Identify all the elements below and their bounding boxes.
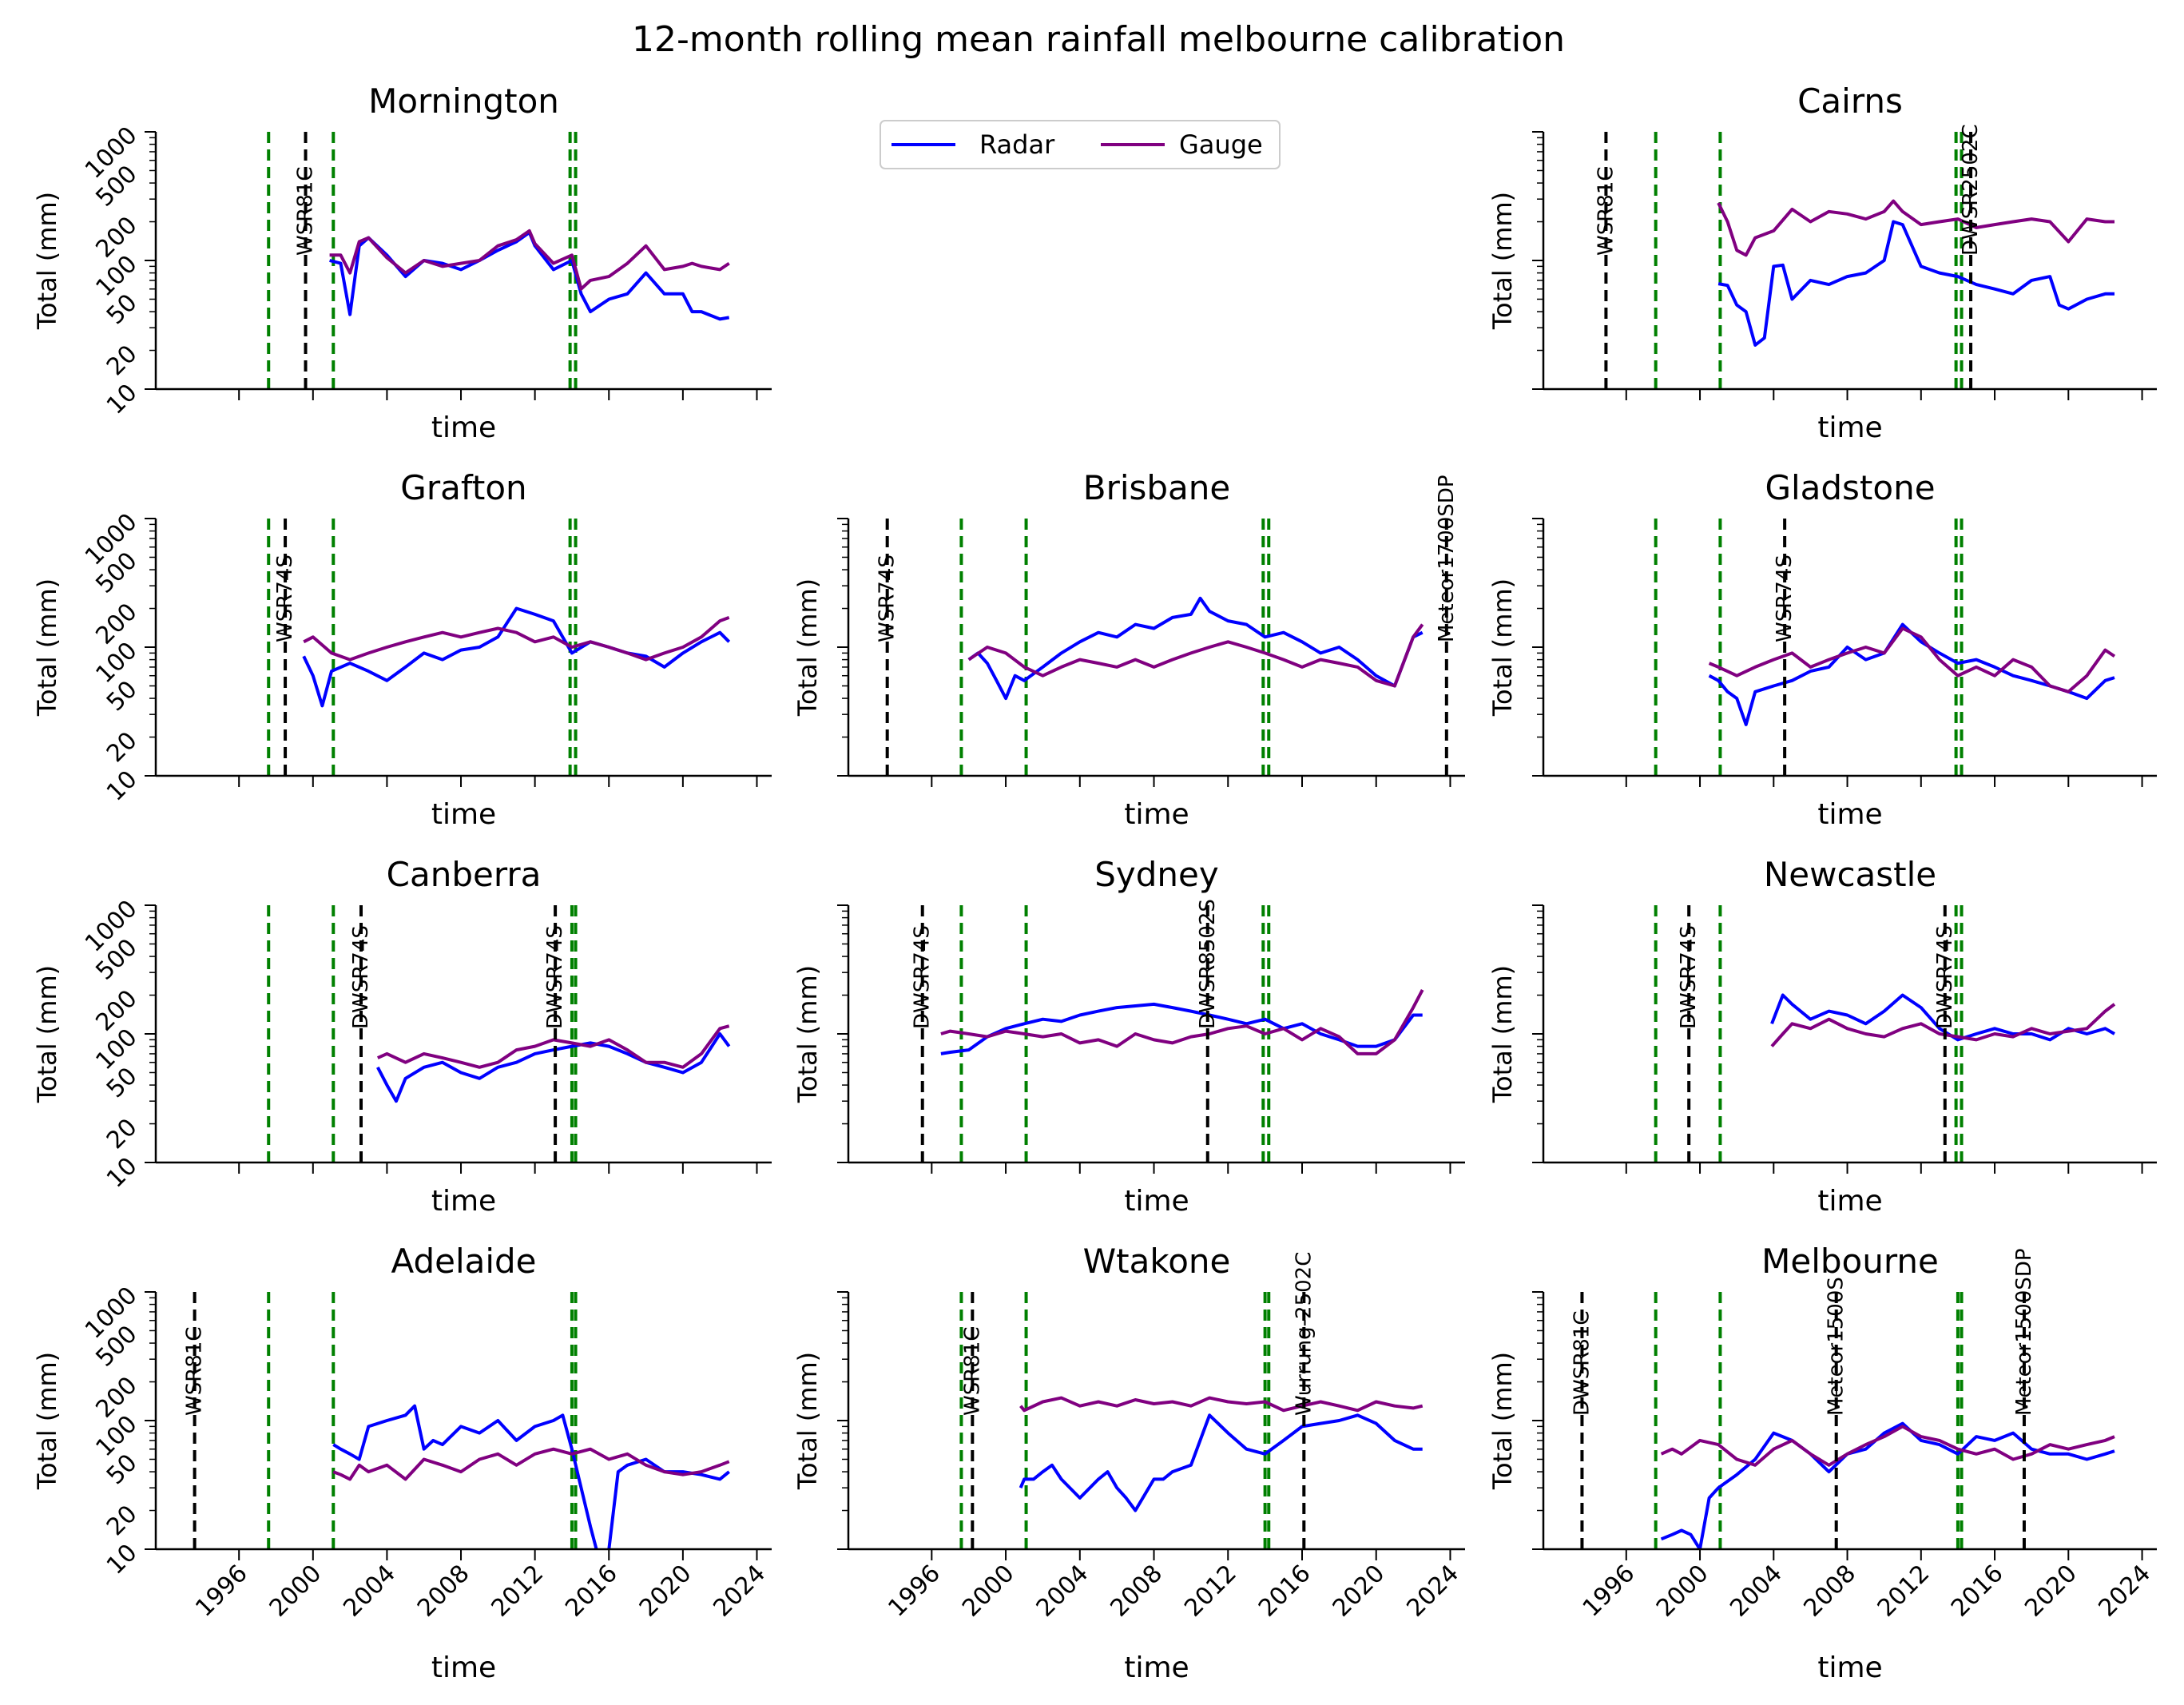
panel-title: Melbourne <box>1761 1242 1939 1281</box>
x-axis-label: time <box>1124 1185 1189 1218</box>
radar-event-label: Meteor1500S <box>1825 1277 1848 1416</box>
series-line-gauge <box>1708 626 2116 694</box>
x-axis-label: time <box>1124 1651 1189 1684</box>
series-group <box>1770 993 2116 1047</box>
y-axis-label: Total (mm) <box>1487 965 1518 1103</box>
legend-box <box>880 120 1281 169</box>
y-axis-label: Total (mm) <box>1487 578 1518 717</box>
x-axis-label: time <box>431 1185 496 1218</box>
series-line-gauge <box>303 616 730 662</box>
series-group <box>302 606 731 708</box>
series-line-gauge <box>940 988 1424 1055</box>
y-axis-label: Total (mm) <box>32 192 62 330</box>
y-axis-label: Total (mm) <box>792 965 823 1103</box>
x-axis-label: time <box>431 1651 496 1684</box>
panel-title: Cairns <box>1797 81 1903 121</box>
radar-event-label: WSR81C <box>960 1326 984 1416</box>
radar-event-label: WSR74S <box>876 554 899 642</box>
radar-event-label: WSR74S <box>1773 554 1797 642</box>
panel-title: Gladstone <box>1765 468 1935 507</box>
series-group <box>1660 1421 2115 1549</box>
series-line-gauge <box>1019 1396 1424 1413</box>
series-line-radar <box>332 1404 730 1549</box>
series-line-radar <box>1717 220 2115 347</box>
panel-title: Newcastle <box>1764 855 1936 894</box>
panel-title: Brisbane <box>1083 468 1231 507</box>
series-line-gauge <box>967 623 1424 688</box>
panel-brisbane: Brisbane WSR74S Meteor1700SDP time Total (mm… <box>792 468 1465 831</box>
series-line-gauge <box>376 1024 730 1069</box>
y-axis-label: Total (mm) <box>792 578 823 717</box>
radar-event-label: WSR81C <box>1594 166 1618 256</box>
radar-event-label: DWSR74S <box>1677 925 1701 1029</box>
series-group <box>940 988 1424 1055</box>
radar-event-label: WSR81C <box>183 1326 207 1416</box>
series-line-radar <box>1019 1413 1423 1512</box>
radar-event-label: Meteor1500SDP <box>2012 1248 2036 1416</box>
radar-event-label: DWSR81C <box>1570 1310 1594 1416</box>
y-axis-label: Total (mm) <box>32 965 62 1103</box>
panel-newcastle: Newcastle DWSR74S DWSR74S time Total (mm) <box>1487 855 2157 1218</box>
series-line-gauge <box>1660 1425 2115 1467</box>
legend-gauge-label: Gauge <box>1179 129 1263 160</box>
radar-event-label: Wurrung-2502C <box>1292 1252 1316 1416</box>
series-line-radar <box>940 1002 1423 1055</box>
series-group <box>1717 199 2115 347</box>
panel-title: Sydney <box>1094 855 1219 894</box>
panel-title: Canberra <box>387 855 542 894</box>
panel-title: Adelaide <box>391 1242 536 1281</box>
series-line-gauge <box>332 1447 730 1481</box>
radar-event-label: Meteor1700SDP <box>1435 475 1459 642</box>
series-line-radar <box>302 606 731 708</box>
panel-title: Mornington <box>368 81 559 121</box>
series-line-gauge <box>329 229 730 291</box>
x-axis-label: time <box>1817 411 1882 444</box>
radar-event-label: DWSR74S <box>543 925 567 1029</box>
series-line-radar <box>376 1032 731 1103</box>
series-line-gauge <box>1770 1003 2116 1047</box>
figure-title: 12-month rolling mean rainfall melbourne… <box>632 19 1565 60</box>
series-group <box>1019 1396 1424 1512</box>
radar-event-label: DWSR74S <box>349 925 373 1029</box>
series-group <box>329 229 730 321</box>
y-axis-label: Total (mm) <box>1487 192 1518 330</box>
x-axis-label: time <box>1817 1651 1882 1684</box>
radar-event-label: WSR74S <box>273 554 297 642</box>
series-line-gauge <box>1717 199 2115 257</box>
panel-sydney: Sydney DWSR74S DWSR8502S time Total (mm) <box>792 855 1465 1218</box>
y-axis-label: Total (mm) <box>32 578 62 717</box>
x-axis-label: time <box>1817 798 1882 831</box>
x-axis-label: time <box>431 798 496 831</box>
y-axis-label: Total (mm) <box>792 1352 823 1490</box>
series-group <box>1708 622 2116 726</box>
y-axis-label: Total (mm) <box>1487 1352 1518 1490</box>
x-axis-label: time <box>431 411 496 444</box>
y-axis-label: Total (mm) <box>32 1352 62 1490</box>
radar-event-label: DWSR2502C <box>1959 124 1983 256</box>
series-line-radar <box>967 596 1424 701</box>
series-group <box>376 1024 731 1103</box>
series-group <box>967 596 1424 701</box>
series-group <box>332 1404 730 1549</box>
panel-cairns: Cairns WSR81C DWSR2502C time Total (mm) <box>1487 81 2157 444</box>
x-axis-label: time <box>1124 798 1189 831</box>
panel-gladstone: Gladstone WSR74S time Total (mm) <box>1487 468 2157 831</box>
legend: Radar Gauge <box>880 120 1281 169</box>
panel-title: Wtakone <box>1083 1242 1231 1281</box>
panel-title: Grafton <box>400 468 526 507</box>
radar-event-label: WSR81C <box>294 166 318 256</box>
legend-radar-label: Radar <box>979 129 1055 160</box>
x-axis-label: time <box>1817 1185 1882 1218</box>
radar-event-label: DWSR74S <box>911 925 935 1029</box>
radar-event-label: DWSR8502S <box>1196 899 1220 1029</box>
radar-event-label: DWSR74S <box>1933 925 1957 1029</box>
